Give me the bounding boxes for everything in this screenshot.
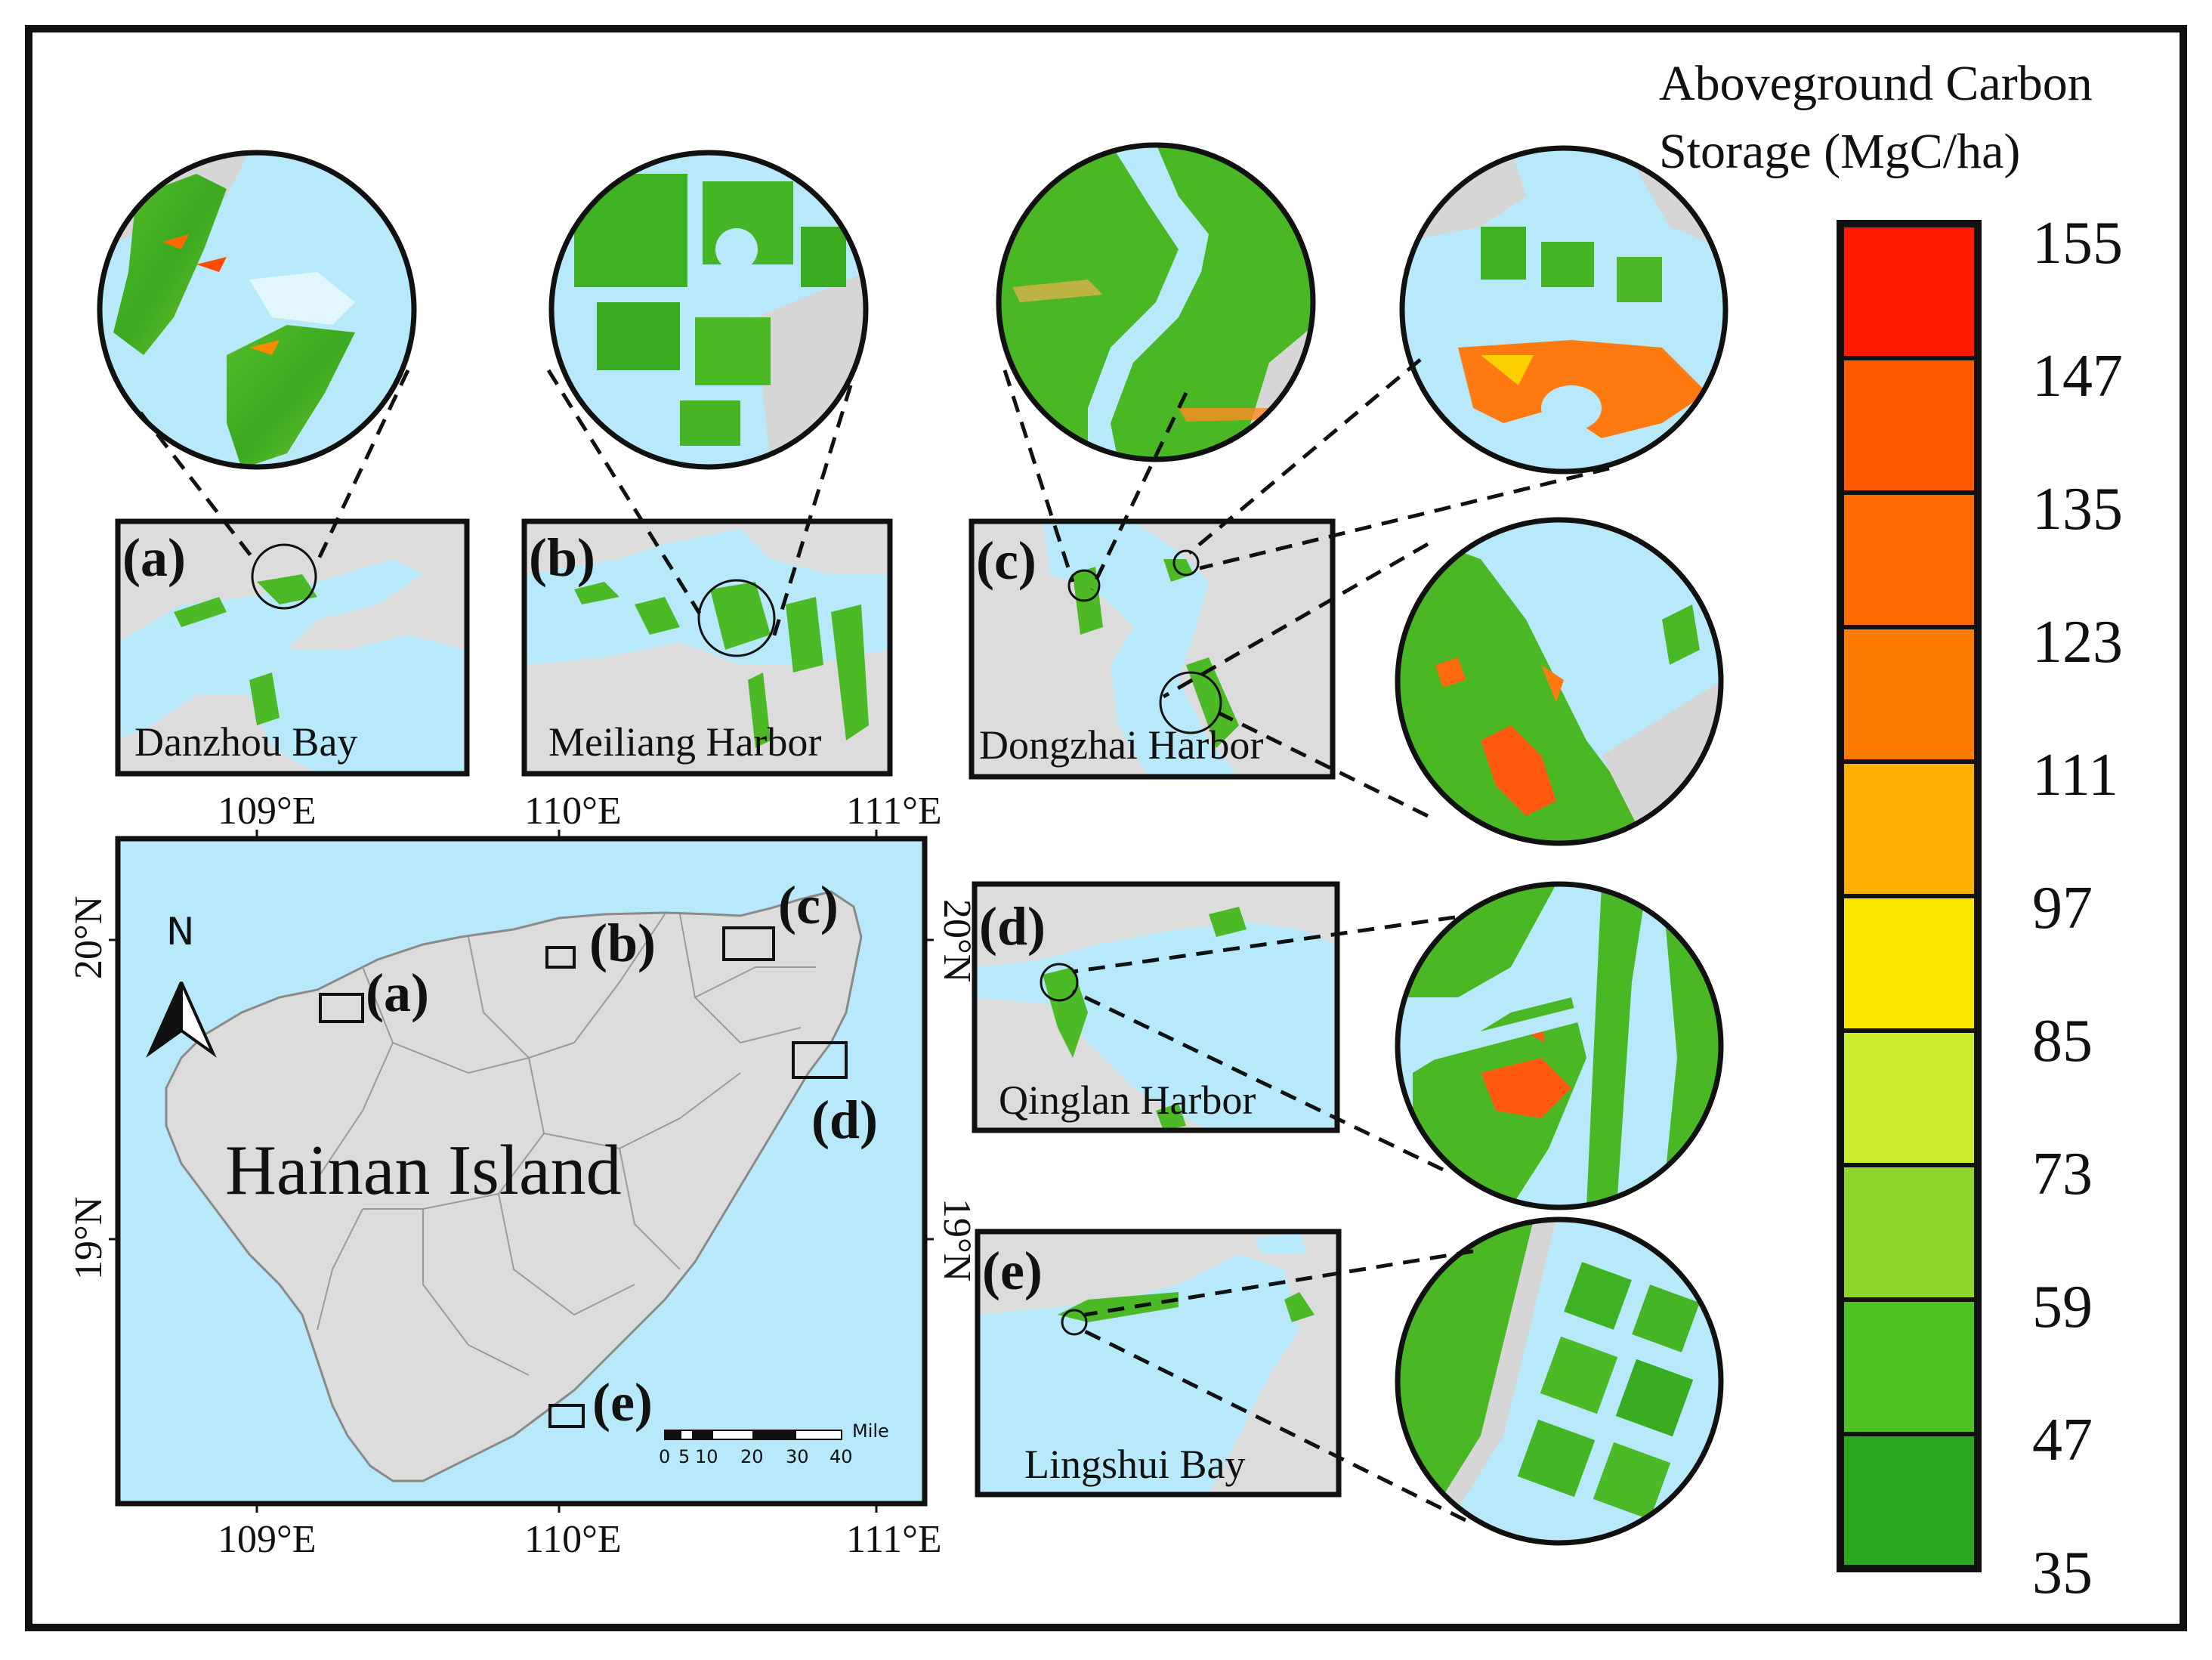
legend-tick-label: 85	[2032, 1008, 2093, 1074]
legend-band	[1838, 1163, 1980, 1302]
scale-bar: Mile 0 5 10 20 30 40	[659, 1420, 889, 1467]
inset-dongzhai-harbor: (c) Dongzhai Harbor	[969, 518, 1336, 780]
scale-tick: 40	[830, 1446, 853, 1467]
scale-unit: Mile	[852, 1420, 889, 1442]
lon-label-bottom: 111°E	[846, 1518, 942, 1561]
scale-tick: 5	[678, 1446, 690, 1467]
zoom-marker-c1	[1067, 569, 1101, 602]
county-boundaries	[317, 913, 816, 1376]
zoom-marker-e	[1061, 1309, 1088, 1336]
lon-label-bottom: 110°E	[524, 1518, 622, 1561]
site-box-c	[722, 926, 775, 961]
north-arrow-icon: N	[146, 910, 217, 1058]
scale-tick: 30	[786, 1446, 809, 1467]
inset-name: Dongzhai Harbor	[979, 722, 1263, 768]
lon-label-bottom: 109°E	[218, 1518, 317, 1561]
site-label-e: (e)	[592, 1372, 653, 1433]
zoom-circle-meiliang	[548, 150, 869, 470]
legend-tick-label: 35	[2032, 1540, 2093, 1606]
legend-tick-label: 97	[2032, 875, 2093, 941]
zoom-circle-dongzhai-east	[1399, 145, 1729, 475]
zoom-circle-lingshui	[1395, 1216, 1724, 1546]
legend-band	[1838, 221, 1980, 360]
zoom-marker-d	[1040, 963, 1079, 1002]
legend-tick-label: 59	[2032, 1274, 2093, 1340]
site-label-b: (b)	[589, 913, 656, 973]
inset-letter: (a)	[122, 527, 186, 588]
legend-tick-label: 155	[2032, 210, 2123, 277]
inset-letter: (b)	[529, 527, 595, 588]
inset-qinglan-harbor: (d) Qinglan Harbor	[972, 881, 1340, 1133]
legend-band	[1838, 759, 1980, 898]
legend-title-line2: Storage (MgC/ha)	[1659, 124, 2020, 179]
legend-color-bands	[1837, 220, 1982, 1572]
inset-name: Lingshui Bay	[1024, 1442, 1246, 1487]
zoom-marker-c2	[1172, 549, 1200, 577]
lon-label-top: 110°E	[524, 790, 622, 833]
zoom-connectors	[139, 358, 1610, 1522]
legend-tick-label: 111	[2032, 742, 2118, 808]
site-box-a	[319, 993, 364, 1023]
main-map: (a) (b) (c) (d) (e) Hainan Island N Mile…	[67, 790, 978, 1561]
site-label-a: (a)	[366, 963, 429, 1023]
legend-frame	[1837, 220, 1982, 1572]
site-box-b	[545, 946, 576, 969]
legend-tick-label: 147	[2032, 343, 2123, 410]
lat-label-left: 20°N	[67, 896, 110, 979]
site-label-d: (d)	[811, 1090, 878, 1150]
legend-tick-label: 47	[2032, 1407, 2093, 1473]
legend-band	[1838, 1432, 1980, 1571]
legend-tick-label: 135	[2032, 476, 2123, 543]
lat-label-left: 19°N	[67, 1197, 110, 1280]
lon-label-top: 109°E	[218, 790, 317, 833]
legend-band	[1838, 1028, 1980, 1167]
inset-lingshui-bay: (e) Lingshui Bay	[975, 1229, 1342, 1498]
inset-name: Meiliang Harbor	[548, 719, 821, 765]
site-box-e	[548, 1404, 585, 1428]
scale-tick: 10	[695, 1446, 718, 1467]
legend-band	[1838, 625, 1980, 764]
lon-label-top: 111°E	[846, 790, 942, 833]
island-title: Hainan Island	[225, 1131, 622, 1210]
legend-band	[1838, 894, 1980, 1033]
scale-tick: 0	[659, 1446, 670, 1467]
legend-band	[1838, 356, 1980, 495]
zoom-circle-qinglan	[1395, 881, 1724, 1210]
legend-band	[1838, 490, 1980, 629]
lat-label-right: 20°N	[935, 899, 978, 982]
zoom-circle-dongzhai-north	[996, 142, 1316, 462]
hainan-island-land	[165, 890, 863, 1482]
scale-tick: 20	[740, 1446, 764, 1467]
inset-letter: (d)	[979, 896, 1046, 957]
zoom-marker-a	[251, 543, 317, 610]
zoom-marker-c3	[1159, 671, 1222, 734]
legend-title-line1: Aboveground Carbon	[1659, 56, 2093, 111]
zoom-circle-danzhou	[97, 150, 417, 470]
inset-name: Qinglan Harbor	[999, 1077, 1256, 1123]
site-box-d	[792, 1041, 848, 1079]
legend-tick-label: 123	[2032, 609, 2123, 675]
legend-tick-label: 73	[2032, 1141, 2093, 1207]
inset-meiliang-harbor: (b) Meiliang Harbor	[521, 518, 893, 777]
inset-danzhou-bay: (a) Danzhou Bay	[115, 518, 470, 777]
site-label-c: (c)	[778, 875, 839, 935]
north-label: N	[166, 910, 194, 954]
legend-band	[1838, 1297, 1980, 1436]
legend: Aboveground Carbon Storage (MgC/ha) 1551…	[1659, 56, 2123, 1606]
legend-tick-labels: 155 147 135 123 111 97 85 73 59 47 35	[2032, 210, 2123, 1606]
inset-name: Danzhou Bay	[134, 719, 357, 765]
inset-letter: (e)	[982, 1241, 1043, 1301]
zoom-marker-b	[697, 579, 776, 657]
zoom-circle-dongzhai-south	[1395, 517, 1724, 846]
inset-letter: (c)	[976, 530, 1036, 591]
lat-label-right: 19°N	[935, 1198, 978, 1281]
